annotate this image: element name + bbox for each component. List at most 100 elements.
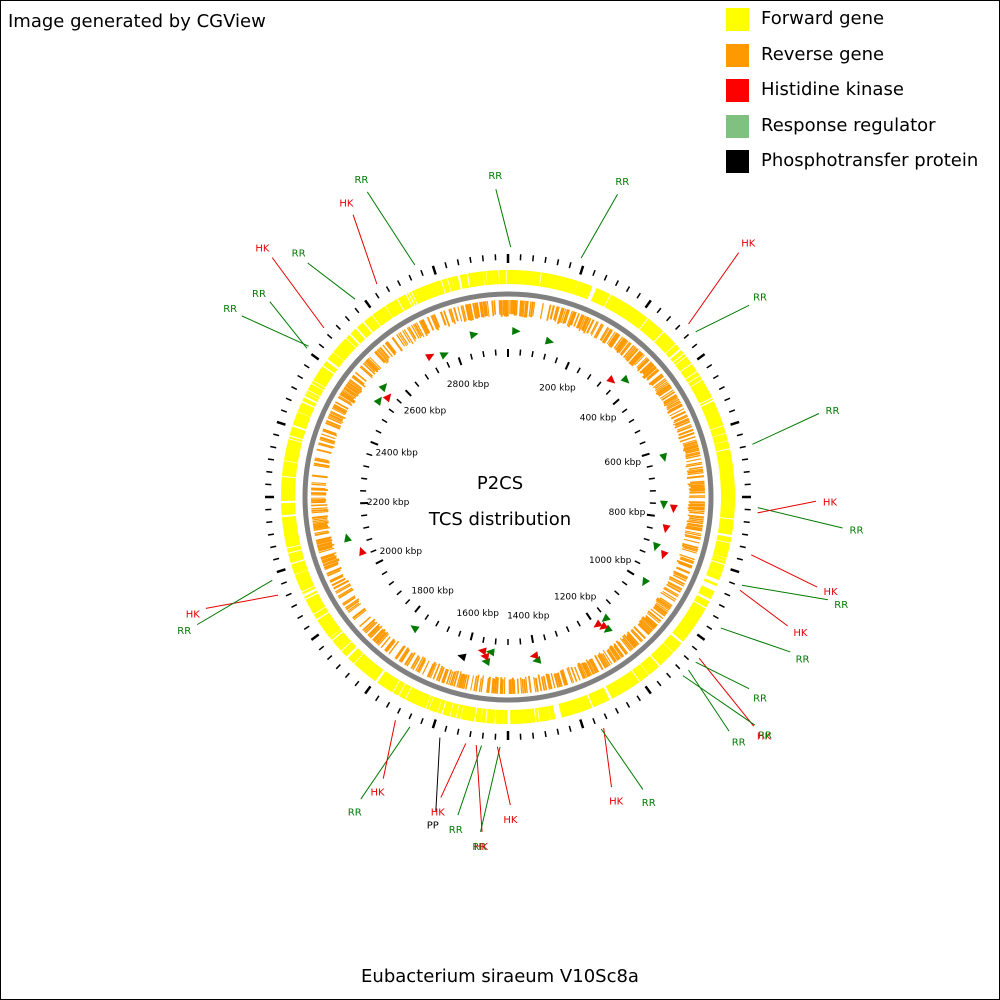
- reverse-gene-bar: [684, 447, 700, 453]
- reverse-gene-bar: [311, 482, 327, 485]
- forward-gene-bar: [409, 689, 419, 703]
- ruler-major-tick: [564, 361, 570, 370]
- forward-gene-bar: [338, 638, 351, 650]
- forward-gene-bar: [710, 425, 725, 433]
- reverse-gene-bar: [590, 658, 600, 673]
- reverse-gene-bar: [318, 545, 333, 552]
- reverse-gene-bar: [619, 637, 632, 652]
- reverse-gene-bar: [686, 520, 704, 525]
- forward-gene-bar: [523, 270, 527, 285]
- reverse-gene-bar: [545, 673, 551, 690]
- rr-marker: [373, 396, 382, 406]
- forward-gene-bar: [710, 560, 725, 567]
- ruler-minor-tick: [363, 526, 370, 529]
- reverse-gene-bar: [687, 469, 704, 474]
- reverse-gene-bar: [685, 451, 700, 456]
- forward-gene-bar: [344, 338, 356, 350]
- callout-line: [698, 657, 755, 727]
- outer-tick: [644, 685, 652, 695]
- reverse-gene-bar: [462, 305, 467, 321]
- forward-gene-bar: [580, 283, 588, 298]
- rr-marker: [512, 327, 521, 336]
- rr-marker: [532, 655, 542, 664]
- forward-gene-bar: [471, 707, 477, 722]
- ruler-minor-tick: [586, 373, 592, 380]
- forward-gene-bar: [293, 565, 308, 573]
- forward-gene-bar: [294, 416, 309, 424]
- reverse-gene-bar: [347, 602, 360, 612]
- inner-markers: [344, 327, 678, 666]
- forward-gene-bar: [643, 321, 654, 334]
- forward-gene-bar: [419, 287, 427, 301]
- reverse-gene-bar: [669, 576, 686, 586]
- forward-gene-bar: [429, 283, 437, 298]
- forward-gene-bar: [407, 687, 416, 702]
- reverse-gene-bar: [667, 582, 682, 591]
- reverse-gene-bar: [427, 661, 437, 678]
- forward-gene-bar: [351, 651, 364, 664]
- ruler-major-tick: [414, 605, 421, 613]
- forward-gene-bar: [454, 276, 460, 291]
- reverse-gene-bar: [369, 356, 382, 369]
- forward-gene-bar: [444, 278, 451, 293]
- forward-gene-bar: [539, 707, 544, 722]
- reverse-gene-bar: [343, 387, 357, 398]
- ruler-major-tick: [646, 513, 655, 517]
- reverse-gene-bar: [619, 341, 631, 355]
- forward-gene-bar: [281, 481, 296, 485]
- forward-gene-bar: [665, 638, 678, 650]
- forward-gene-bar: [338, 344, 351, 356]
- forward-gene-bar: [437, 699, 445, 714]
- forward-gene-bar: [712, 554, 727, 561]
- forward-gene-bar: [294, 570, 309, 577]
- outer-tick: [739, 445, 746, 449]
- reverse-gene-bar: [316, 539, 333, 545]
- forward-gene-bar: [423, 285, 432, 300]
- forward-gene-bar: [286, 447, 301, 452]
- callout-line: [475, 744, 483, 833]
- reverse-gene-bar: [348, 602, 362, 613]
- forward-gene-bar: [712, 433, 727, 440]
- forward-gene-bar: [308, 386, 323, 396]
- reverse-gene-bar: [687, 482, 705, 486]
- forward-gene-bar: [699, 589, 713, 598]
- reverse-gene-bar: [399, 648, 411, 663]
- reverse-gene-bar: [654, 603, 668, 614]
- forward-gene-bar: [698, 395, 712, 404]
- reverse-gene-bar: [603, 329, 614, 344]
- forward-gene-bar: [329, 355, 342, 366]
- outer-tick: [532, 732, 535, 739]
- forward-gene-bar: [334, 348, 347, 360]
- reverse-gene-bar: [380, 636, 391, 649]
- reverse-gene-bar: [654, 379, 667, 389]
- forward-gene-bar: [717, 458, 732, 463]
- forward-gene-bar: [468, 706, 474, 722]
- ruler-minor-tick: [531, 351, 534, 358]
- outer-tick: [397, 280, 402, 287]
- forward-gene-bar: [527, 270, 532, 286]
- forward-gene-bar: [400, 684, 409, 698]
- outer-tick: [636, 695, 641, 702]
- forward-gene-bar: [686, 610, 701, 620]
- reverse-gene-bar: [530, 301, 534, 318]
- forward-gene-bar: [419, 693, 428, 708]
- outer-tick: [408, 274, 413, 281]
- outer-tick: [736, 557, 743, 561]
- forward-gene-bar: [607, 296, 616, 310]
- forward-gene-bar: [696, 390, 710, 400]
- forward-gene-bar: [677, 360, 691, 371]
- forward-gene-bar: [552, 275, 559, 290]
- forward-gene-bar: [346, 336, 358, 348]
- forward-gene-bar: [312, 605, 326, 614]
- outer-tick: [326, 655, 333, 661]
- callout-line: [688, 669, 730, 732]
- forward-gene-bar: [286, 541, 301, 547]
- forward-gene-bar: [325, 623, 339, 634]
- reverse-gene-bar: [386, 341, 397, 354]
- forward-gene-bar: [718, 462, 733, 468]
- outer-tick: [297, 614, 304, 620]
- reverse-gene-bar: [397, 333, 408, 347]
- reverse-gene-bar: [673, 414, 688, 422]
- forward-gene-bar: [382, 674, 392, 688]
- forward-gene-bar: [539, 272, 544, 287]
